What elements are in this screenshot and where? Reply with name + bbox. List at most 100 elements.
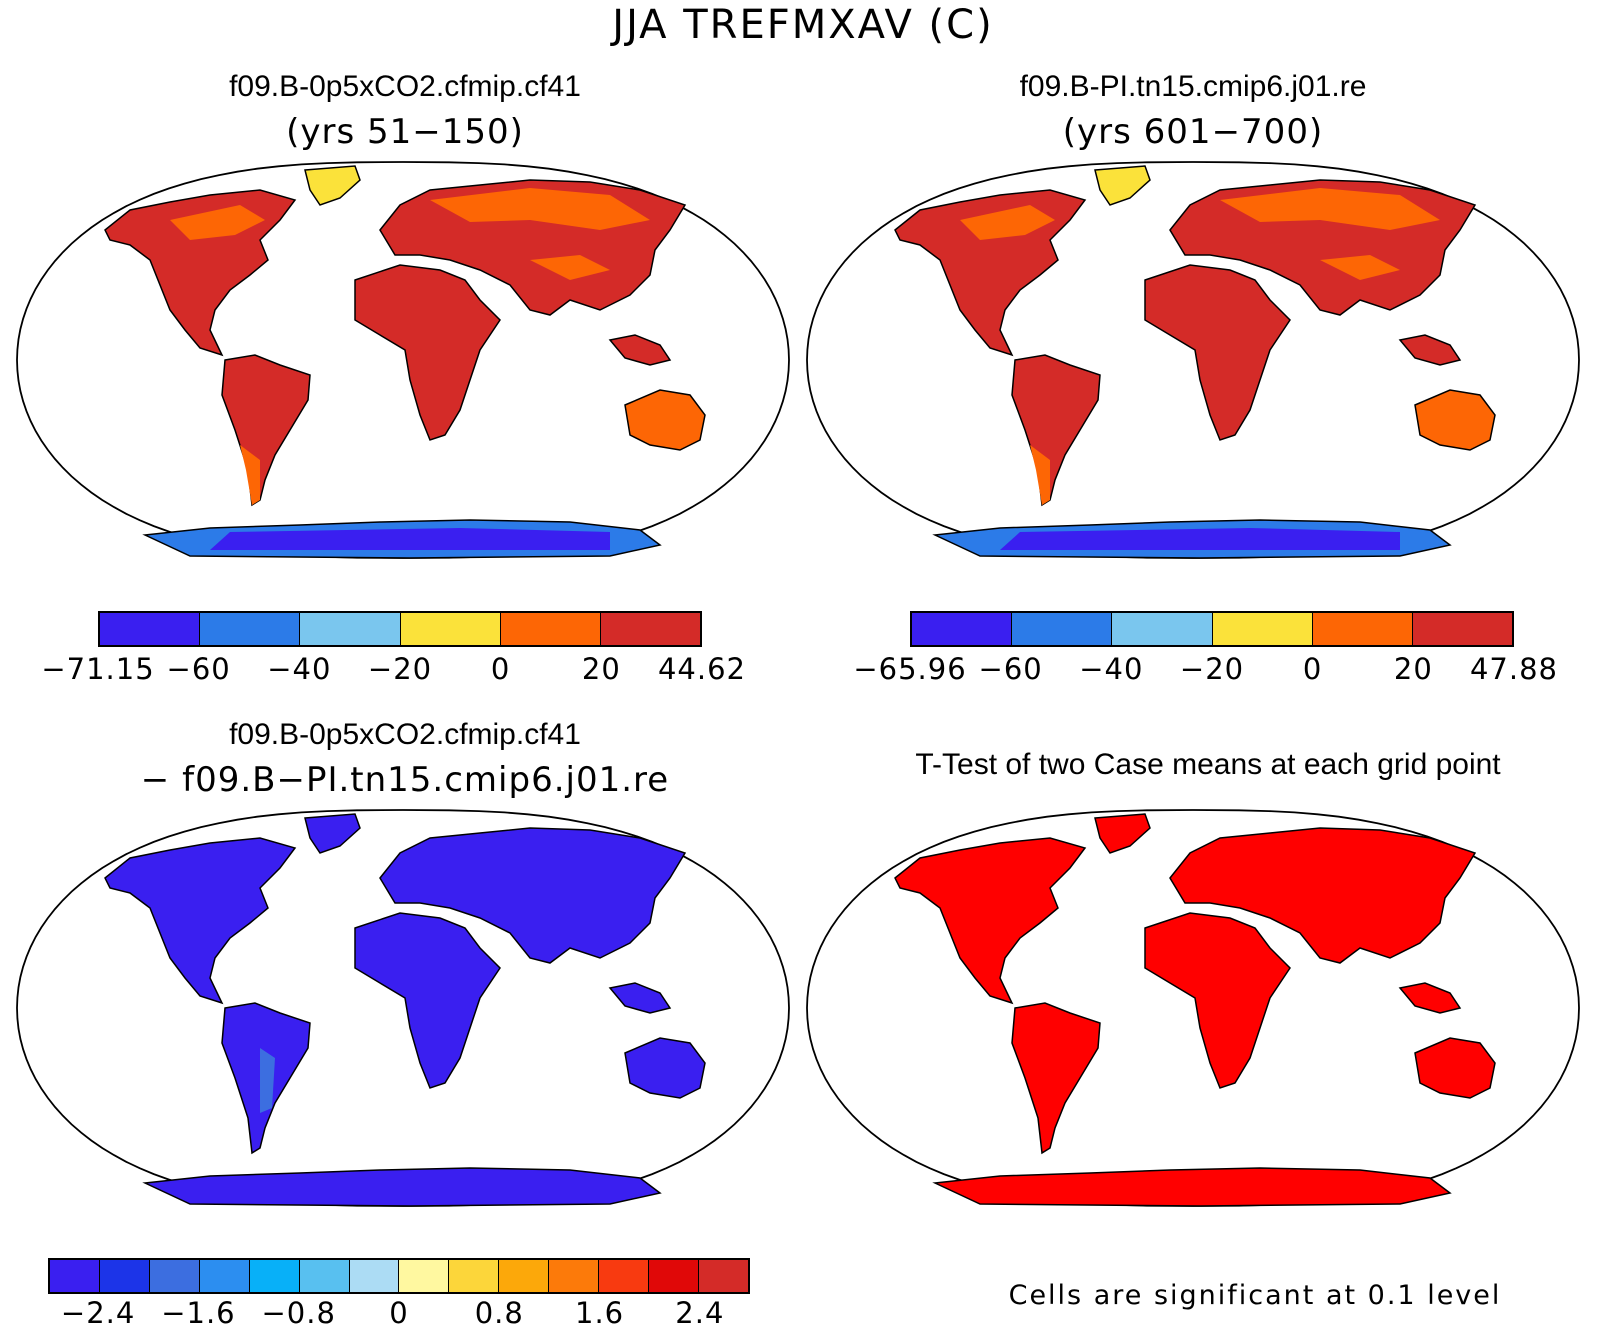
colorbar-tick-label: −20 [1179,652,1245,686]
colorbar-tick-label: 20 [1393,652,1433,686]
colorbar-tick-label: 0 [1302,652,1323,686]
panel2-colorbar [910,611,1514,647]
colorbar-tick-label: −71.15 [41,652,155,686]
africa-land [354,912,501,1089]
panel1-title: f09.B-0p5xCO2.cfmip.cf41 [229,70,581,103]
cooler-region [240,445,260,505]
colorbar-tick-label: 44.62 [657,652,747,686]
figure-title: JJA TREFMXAV (C) [612,2,994,48]
panel3-title: f09.B-0p5xCO2.cfmip.cf41 [229,718,581,751]
indonesia-land [1398,334,1462,366]
australia-land [1414,389,1496,451]
australia-land [624,389,706,451]
samerica-land [221,354,311,507]
panel3-subtitle: − f09.B−PI.tn15.cmip6.j01.re [140,760,670,800]
indonesia-land [1398,982,1462,1014]
colorbar-swatch-5 [299,1260,350,1292]
cold-region [210,528,610,550]
colorbar-swatch-1 [99,1260,150,1292]
cooler-region [960,205,1055,240]
panel1-colorbar [98,611,702,647]
namerica-land [104,837,297,1005]
colorbar-swatch-0 [50,1260,100,1292]
namerica-land [894,189,1087,357]
colorbar-swatch-3 [199,1260,250,1292]
colorbar-swatch-2 [149,1260,200,1292]
panel2-subtitle: (yrs 601−700) [1062,112,1324,152]
namerica-land [894,837,1087,1005]
greenland-land [1094,165,1151,206]
colorbar-swatch-12 [649,1260,699,1292]
colorbar-swatch-4 [249,1260,300,1292]
colorbar-tick-label: −60 [166,652,231,686]
panel1-subtitle: (yrs 51−150) [286,112,524,152]
colorbar-swatch-1 [200,613,301,645]
australia-land [624,1037,706,1099]
colorbar-swatch-2 [300,613,401,645]
significance-note: Cells are significant at 0.1 level [1008,1280,1502,1311]
greenland-land [1094,813,1151,854]
cooler-region [530,255,610,280]
colorbar-tick-label: −60 [978,652,1043,686]
africa-land [354,264,501,441]
australia-land [1414,1037,1496,1099]
cold-region [1000,528,1400,550]
antarctica-land [932,1167,1452,1207]
samerica-land [1011,1002,1101,1155]
panel4-map [806,809,1580,1207]
colorbar-swatch-3 [1212,613,1313,645]
indonesia-land [608,334,672,366]
colorbar-swatch-3 [400,613,501,645]
samerica-land [1011,354,1101,507]
colorbar-tick-label: −0.8 [261,1296,336,1330]
colorbar-swatch-6 [349,1260,400,1292]
colorbar-tick-label: 20 [581,652,621,686]
colorbar-swatch-0 [912,613,1013,645]
colorbar-tick-label: 1.6 [575,1296,625,1330]
eurasia-land [379,827,687,964]
colorbar-tick-label: −40 [267,652,332,686]
antarctica-land [142,1167,662,1207]
colorbar-tick-label: 0 [389,1296,409,1330]
cooler-region [430,188,650,230]
namerica-land [104,189,297,357]
panel3-colorbar-labels: −2.4 −1.6 −0.8 0 0.8 1.6 2.4 [48,1296,750,1336]
colorbar-swatch-7 [399,1260,450,1292]
warmer-region [260,1048,275,1113]
colorbar-swatch-0 [100,613,201,645]
africa-land [1144,264,1291,441]
panel2-title: f09.B-PI.tn15.cmip6.j01.re [1019,70,1367,103]
colorbar-tick-label: 0.8 [474,1296,524,1330]
colorbar-swatch-5 [600,613,701,645]
panel1-colorbar-labels: −71.15 −60 −40 −20 0 20 44.62 [41,652,745,692]
africa-land [1144,912,1291,1089]
colorbar-swatch-5 [1412,613,1513,645]
indonesia-land [608,982,672,1014]
panel2-colorbar-labels: −65.96 −60 −40 −20 0 20 47.88 [853,652,1557,692]
colorbar-swatch-11 [599,1260,650,1292]
panel4-title: T-Test of two Case means at each grid po… [915,748,1501,781]
eurasia-land [1169,827,1477,964]
colorbar-tick-label: 2.4 [675,1296,725,1330]
cooler-region [1220,188,1440,230]
colorbar-tick-label: 0 [490,652,511,686]
colorbar-swatch-13 [698,1260,748,1292]
colorbar-swatch-4 [1312,613,1413,645]
panel3-colorbar [48,1258,750,1294]
greenland-land [304,813,361,854]
colorbar-tick-label: −1.6 [161,1296,236,1330]
cooler-region [1320,255,1400,280]
colorbar-tick-label: −40 [1079,652,1144,686]
cooler-region [1030,445,1050,505]
colorbar-tick-label: −20 [367,652,433,686]
colorbar-swatch-2 [1112,613,1213,645]
colorbar-tick-label: 47.88 [1469,652,1559,686]
panel1-map [16,161,790,559]
panel3-map [16,809,790,1207]
greenland-land [304,165,361,206]
panel2-map [806,161,1580,559]
colorbar-swatch-10 [549,1260,600,1292]
colorbar-swatch-4 [500,613,601,645]
colorbar-tick-label: −65.96 [853,652,967,686]
colorbar-swatch-9 [499,1260,550,1292]
